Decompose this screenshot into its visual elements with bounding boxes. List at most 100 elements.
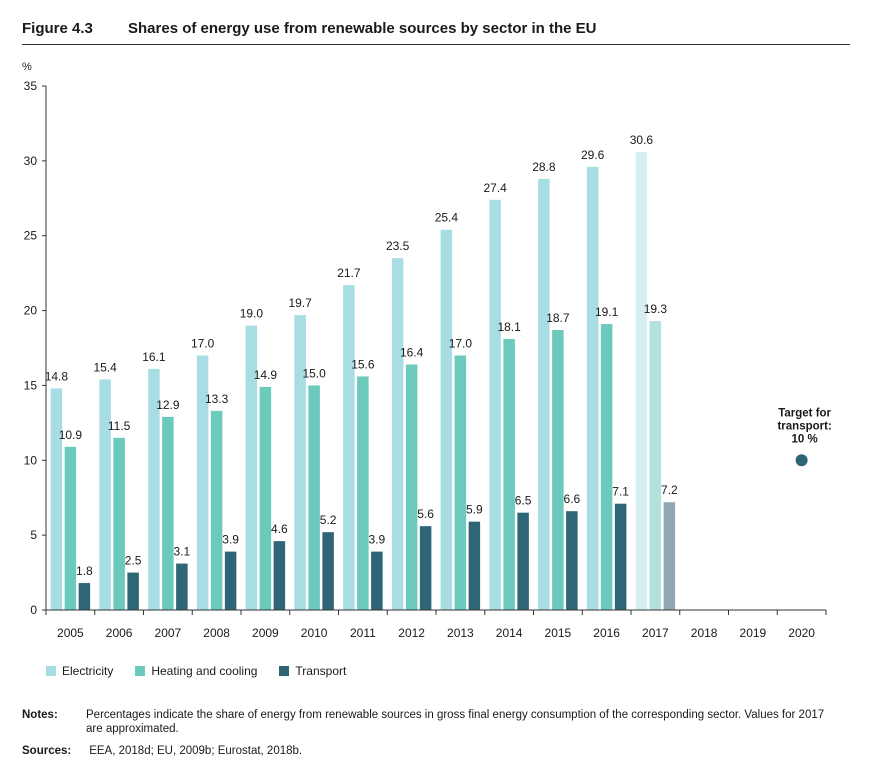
bar-value-label: 15.4	[93, 360, 117, 374]
y-tick-label: 10	[24, 453, 38, 467]
bar-electricity	[635, 151, 648, 611]
bar-heating	[649, 321, 662, 610]
figure-number: Figure 4.3	[22, 20, 93, 37]
bar-value-label: 17.0	[449, 336, 473, 350]
bar-value-label: 19.1	[595, 305, 619, 319]
bar-value-label: 5.6	[417, 507, 434, 521]
x-tick-label: 2008	[203, 626, 230, 640]
bar-heating	[600, 324, 613, 610]
notes-label: Notes:	[22, 709, 58, 721]
bar-value-label: 5.2	[320, 513, 337, 527]
bar-value-label: 13.3	[205, 392, 229, 406]
bar-electricity	[586, 166, 599, 611]
y-tick-label: 30	[24, 154, 38, 168]
bar-transport	[663, 502, 676, 610]
x-tick-label: 2013	[447, 626, 474, 640]
bar-value-label: 19.0	[240, 307, 264, 321]
bar-heating	[552, 330, 564, 610]
bar-electricity	[148, 368, 160, 610]
bar-value-label: 19.7	[288, 296, 312, 310]
bar-electricity	[99, 379, 111, 610]
x-tick-label: 2007	[155, 626, 182, 640]
bar-heating	[454, 355, 467, 610]
bar-value-label: 3.1	[174, 545, 191, 559]
bar-electricity	[538, 178, 550, 610]
bar-heating	[405, 364, 418, 610]
bar-electricity	[440, 229, 453, 610]
bar-heating	[308, 385, 320, 610]
x-tick-label: 2019	[740, 626, 767, 640]
bar-value-label: 16.4	[400, 345, 424, 359]
x-tick-label: 2020	[788, 626, 815, 640]
x-tick-label: 2014	[496, 626, 523, 640]
bar-electricity	[294, 315, 306, 610]
bar-value-label: 6.5	[515, 494, 532, 508]
bar-value-label: 27.4	[483, 181, 507, 195]
bar-value-label: 21.7	[337, 266, 361, 280]
legend-item-electricity: Electricity	[46, 664, 113, 678]
figure-header: Figure 4.3 Shares of energy use from ren…	[22, 10, 850, 45]
bar-transport	[176, 563, 188, 610]
legend-item-heating: Heating and cooling	[135, 664, 257, 678]
y-tick-label: 15	[24, 378, 38, 392]
bar-value-label: 19.3	[644, 302, 668, 316]
bar-electricity	[343, 285, 355, 610]
bar-value-label: 28.8	[532, 160, 556, 174]
x-tick-label: 2005	[57, 626, 84, 640]
bar-transport	[224, 551, 237, 610]
x-tick-label: 2009	[252, 626, 279, 640]
x-tick-label: 2012	[398, 626, 425, 640]
bar-transport	[517, 512, 529, 610]
bar-value-label: 6.6	[564, 492, 581, 506]
y-axis-unit: %	[22, 61, 32, 73]
legend-label-transport: Transport	[295, 664, 347, 678]
legend-item-transport: Transport	[279, 664, 346, 678]
bar-value-label: 3.9	[369, 533, 386, 547]
legend-swatch-heating	[135, 666, 146, 676]
bar-value-label: 4.6	[271, 522, 288, 536]
bar-transport	[371, 551, 383, 610]
bar-value-label: 5.9	[466, 503, 483, 517]
bar-transport	[566, 511, 578, 610]
x-tick-label: 2006	[106, 626, 133, 640]
bar-electricity	[489, 199, 501, 611]
target-label-line: Target for	[778, 407, 831, 419]
bar-value-label: 30.6	[630, 133, 654, 147]
notes-text: Percentages indicate the share of energy…	[86, 709, 825, 735]
bar-value-label: 14.9	[254, 368, 278, 382]
bar-transport	[468, 521, 481, 610]
bar-value-label: 23.5	[386, 239, 410, 253]
bar-value-label: 16.1	[142, 350, 166, 364]
bar-value-label: 29.6	[581, 148, 605, 162]
x-tick-label: 2010	[301, 626, 328, 640]
x-tick-label: 2011	[350, 626, 376, 640]
bar-value-label: 12.9	[156, 398, 180, 412]
sources-text: EEA, 2018d; EU, 2009b; Eurostat, 2018b.	[89, 745, 303, 757]
bar-value-label: 18.1	[497, 320, 521, 334]
legend-swatch-transport	[279, 666, 290, 676]
bar-transport	[78, 583, 91, 610]
bar-electricity	[391, 258, 404, 610]
bar-heating	[357, 376, 369, 610]
bar-value-label: 14.8	[45, 369, 69, 383]
bar-transport	[127, 572, 139, 610]
renewable-shares-chart: 14.8 15.4 16.1 17.0 19.0 19.7 21.7 23.5 25.4 27.4…	[22, 61, 832, 640]
y-tick-label: 0	[30, 603, 37, 617]
legend-swatch-electricity	[46, 666, 56, 676]
bar-transport	[322, 532, 334, 610]
figure-title: Shares of energy use from renewable sour…	[128, 20, 597, 37]
bar-value-label: 2.5	[125, 554, 142, 568]
bar-electricity	[50, 388, 63, 610]
target-label-line: 10 %	[792, 433, 818, 445]
bar-heating	[113, 437, 125, 610]
bar-value-label: 3.9	[222, 533, 239, 547]
bar-value-label: 15.6	[351, 357, 375, 371]
bar-value-label: 7.1	[612, 485, 629, 499]
bar-value-label: 25.4	[435, 211, 459, 225]
bar-value-label: 15.0	[302, 366, 326, 380]
bar-heating	[259, 386, 272, 610]
chart-legend: Electricity Heating and cooling Transpor…	[46, 664, 346, 678]
bar-value-label: 7.2	[661, 483, 678, 497]
target-marker-icon	[795, 454, 808, 467]
y-tick-label: 25	[24, 229, 38, 243]
